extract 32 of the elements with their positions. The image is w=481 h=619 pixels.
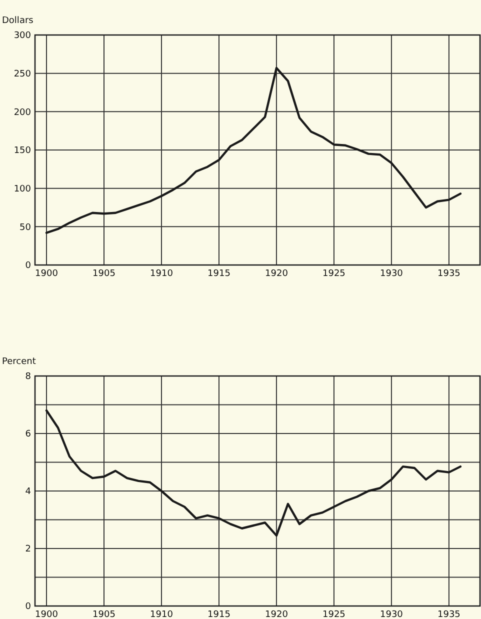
x-tick-label: 1920 <box>265 610 288 619</box>
x-tick-label: 1930 <box>380 269 404 279</box>
x-tick-label: 1915 <box>208 269 230 279</box>
x-tick-label: 1910 <box>150 269 174 279</box>
x-tick-label: 1935 <box>438 610 460 619</box>
y-tick-label: 0 <box>25 261 32 272</box>
x-tick-label: 1930 <box>380 610 404 619</box>
y-tick-label: 4 <box>25 487 32 498</box>
x-tick-label: 1925 <box>322 610 346 619</box>
y-axis-title: Dollars <box>2 16 34 26</box>
y-tick-label: 300 <box>14 31 32 42</box>
y-tick-label: 2 <box>25 544 31 555</box>
x-tick-label: 1920 <box>265 269 288 279</box>
x-tick-label: 1905 <box>92 610 116 619</box>
x-tick-label: 1935 <box>438 269 460 279</box>
x-tick-label: 1900 <box>35 610 58 619</box>
y-tick-label: 0 <box>25 602 32 612</box>
y-tick-label: 50 <box>20 222 32 233</box>
x-tick-label: 1925 <box>322 269 346 279</box>
y-tick-label: 250 <box>14 69 32 80</box>
y-tick-label: 100 <box>14 184 32 194</box>
x-tick-label: 1910 <box>150 610 174 619</box>
line-series <box>45 409 462 537</box>
line-series <box>45 66 462 234</box>
x-tick-label: 1900 <box>35 269 58 279</box>
x-tick-label: 1915 <box>208 610 230 619</box>
y-axis-title: Percent <box>2 357 36 367</box>
y-tick-label: 8 <box>25 372 32 382</box>
y-tick-label: 150 <box>14 146 32 156</box>
y-tick-label: 6 <box>25 430 32 440</box>
y-tick-label: 200 <box>14 108 32 118</box>
x-tick-label: 1905 <box>92 269 116 279</box>
